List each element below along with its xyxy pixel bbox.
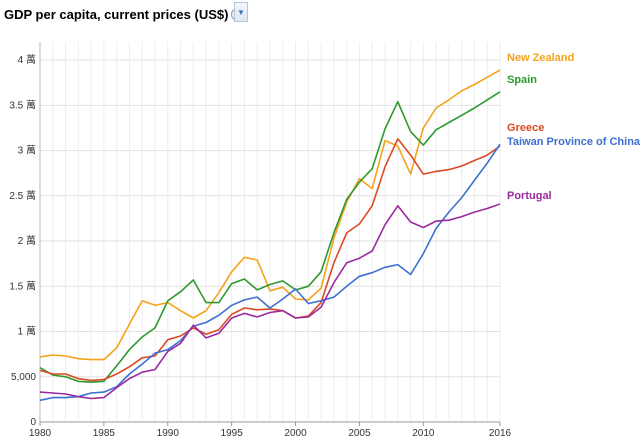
x-tick-label: 1980 bbox=[29, 428, 52, 439]
chevron-down-icon: ▼ bbox=[237, 7, 245, 17]
series-line bbox=[39, 138, 501, 382]
y-tick-label: 3.5 萬 bbox=[9, 98, 36, 111]
series-label: Greece bbox=[507, 122, 544, 134]
series-line bbox=[39, 69, 501, 361]
y-tick-label: 4 萬 bbox=[18, 53, 36, 66]
x-tick-label: 2016 bbox=[489, 428, 512, 439]
y-tick-label: 1.5 萬 bbox=[9, 279, 36, 292]
series-line bbox=[39, 91, 501, 383]
series-label: Taiwan Province of China bbox=[507, 136, 640, 148]
y-tick-label: 5,000 bbox=[11, 372, 36, 383]
series-line bbox=[39, 203, 501, 400]
y-tick-label: 1 萬 bbox=[18, 325, 36, 338]
x-tick-label: 1990 bbox=[157, 428, 180, 439]
x-tick-label: 2010 bbox=[412, 428, 435, 439]
grid bbox=[39, 42, 501, 423]
y-tick-label: 3 萬 bbox=[18, 144, 36, 157]
x-tick-label: 2000 bbox=[284, 428, 307, 439]
series-label: Portugal bbox=[507, 190, 552, 202]
series-label: New Zealand bbox=[507, 52, 574, 64]
series-lines bbox=[39, 69, 501, 402]
x-tick-label: 2005 bbox=[348, 428, 371, 439]
y-tick-label: 0 bbox=[30, 417, 36, 428]
chart-title: GDP per capita, current prices (US$) bbox=[4, 6, 229, 22]
y-tick-label: 2 萬 bbox=[18, 234, 36, 247]
x-tick-label: 1985 bbox=[93, 428, 116, 439]
options-dropdown-button[interactable]: ▼ bbox=[234, 2, 248, 22]
axes: 0 5,000 1 萬 1.5 萬 2 萬 2.5 萬 3 萬 3.5 萬 4 萬 1980 198… bbox=[9, 42, 512, 439]
series-label: Spain bbox=[507, 74, 537, 86]
x-tick-label: 1995 bbox=[221, 428, 244, 439]
series-labels: New Zealand Spain Greece Taiwan Province of… bbox=[507, 52, 640, 202]
y-tick-label: 2.5 萬 bbox=[9, 189, 36, 202]
